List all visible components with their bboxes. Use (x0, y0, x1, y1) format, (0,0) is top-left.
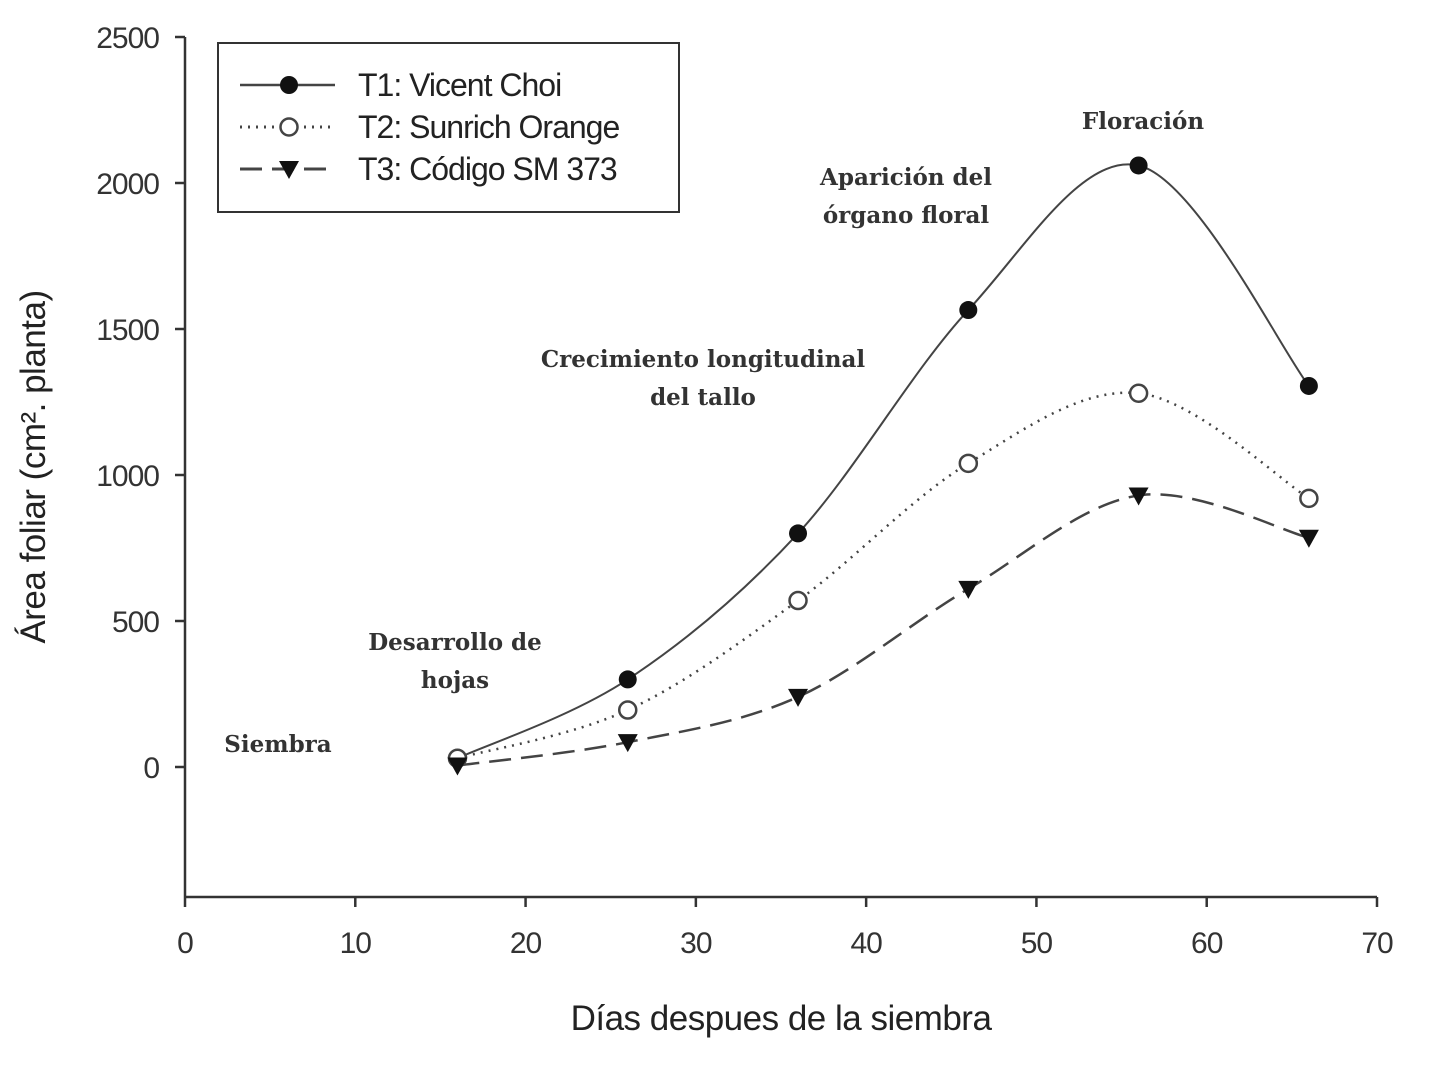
y-tick-label: 0 (143, 752, 159, 785)
data-point (1129, 156, 1148, 175)
data-point (959, 301, 978, 320)
annotation: Floración (1082, 108, 1205, 135)
data-point (789, 524, 808, 543)
data-point (617, 734, 638, 753)
legend-marker (279, 117, 299, 137)
annotation: órgano floral (823, 202, 990, 229)
x-tick-label: 60 (1191, 927, 1223, 960)
series-2 (447, 383, 1319, 768)
annotation: Aparición del (819, 164, 992, 191)
data-point (447, 757, 468, 776)
x-tick-label: 30 (680, 927, 712, 960)
data-point (1128, 383, 1149, 403)
data-point (788, 688, 809, 707)
legend-marker (280, 76, 298, 94)
y-tick-label: 2500 (96, 22, 159, 55)
legend: T1: Vicent Choi T2: Sunrich Orange T3: Cód… (217, 42, 680, 213)
annotation: Siembra (224, 731, 332, 758)
series-1 (448, 156, 1318, 768)
data-point (618, 670, 637, 689)
y-tick-label: 1500 (96, 314, 159, 347)
annotation: del tallo (650, 384, 756, 411)
x-tick-label: 40 (850, 927, 882, 960)
y-tick-label: 500 (112, 606, 159, 639)
series-3 (447, 487, 1319, 776)
legend-label: T2: Sunrich Orange (358, 109, 619, 145)
x-tick-label: 20 (510, 927, 542, 960)
annotation: Crecimiento longitudinal (541, 346, 866, 373)
data-point (1299, 488, 1319, 509)
x-tick-label: 10 (340, 927, 372, 960)
data-point (1298, 529, 1319, 548)
y-axis-label: Área foliar (cm². planta) (14, 290, 53, 643)
legend-label: T1: Vicent Choi (358, 67, 561, 103)
y-tick-label: 2000 (96, 168, 159, 201)
series-line (457, 163, 1310, 760)
data-point (958, 580, 979, 599)
y-tick-label: 1000 (96, 460, 159, 493)
legend-label: T3: Código SM 373 (358, 151, 617, 187)
data-point (1128, 487, 1149, 506)
annotation: Desarrollo de (368, 629, 542, 656)
annotation: hojas (421, 667, 489, 694)
data-point (958, 453, 979, 474)
series-line (457, 493, 1310, 767)
data-point (617, 700, 638, 720)
data-point (788, 590, 808, 611)
x-tick-label: 50 (1021, 927, 1053, 960)
series-line (457, 391, 1310, 760)
x-tick-label: 70 (1361, 927, 1393, 960)
data-point (1299, 376, 1318, 395)
x-axis-label: Días despues de la siembra (571, 999, 993, 1038)
x-tick-label: 0 (177, 927, 193, 960)
legend-marker (279, 161, 299, 179)
